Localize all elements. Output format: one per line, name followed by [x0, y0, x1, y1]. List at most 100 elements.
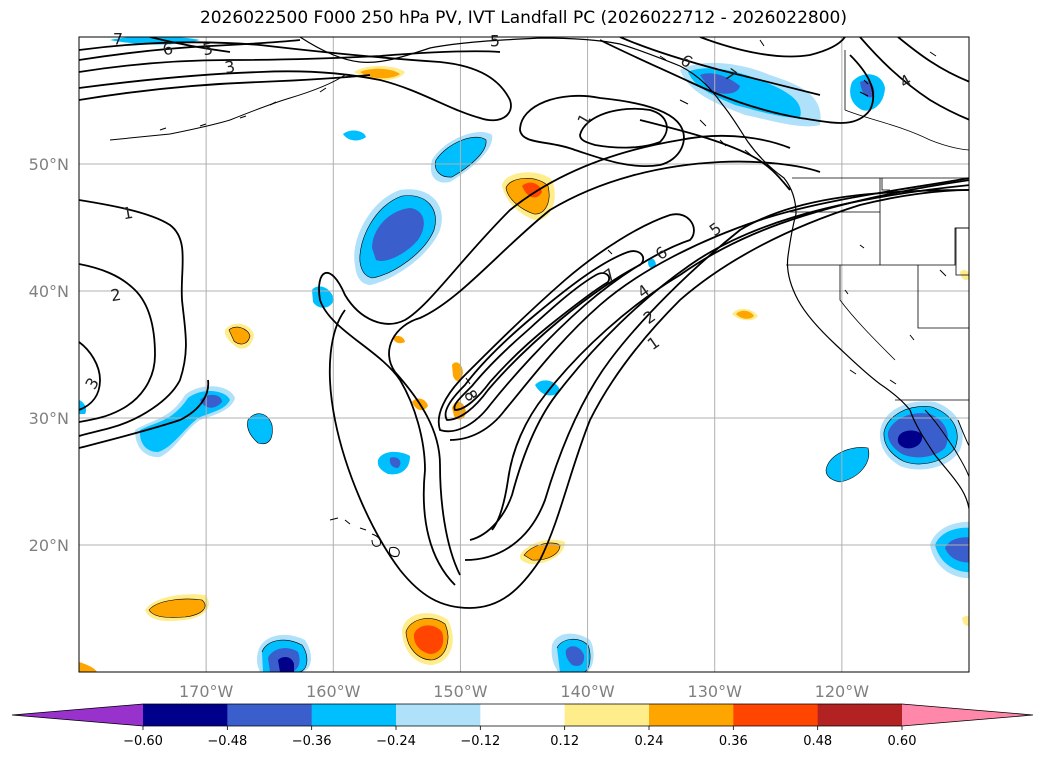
contour-label: 5	[201, 39, 214, 59]
colorbar-label: −0.36	[292, 734, 332, 749]
pv-fill-negative	[897, 430, 923, 449]
colorbar-segment	[480, 704, 566, 726]
lon-tick-label: 120°W	[815, 682, 870, 701]
ivt-contour	[469, 184, 969, 541]
map-gridlines	[79, 37, 969, 672]
ivt-contour	[519, 94, 685, 168]
ivt-contour	[79, 379, 210, 449]
pv-fill-negative	[343, 130, 366, 141]
ivt-contour	[79, 74, 371, 101]
ivt-contour	[79, 39, 301, 61]
pv-fill-negative	[247, 413, 273, 444]
colorbar-label: 0.12	[550, 734, 579, 749]
map-frame	[78, 36, 970, 673]
colorbar-extend-low	[12, 704, 143, 726]
pv-fill-positive	[393, 335, 405, 344]
colorbar-label: −0.60	[123, 734, 163, 749]
pv-fill-positive	[413, 625, 444, 654]
ivt-contour	[859, 37, 969, 121]
pv-fill-positive	[962, 616, 969, 626]
ivt-contour	[79, 41, 512, 122]
lon-tick-label: 170°W	[179, 682, 234, 701]
ivt-contours	[79, 37, 969, 609]
lon-tick-label: 140°W	[560, 682, 615, 701]
ivt-contour	[449, 177, 969, 441]
colorbar-segment	[817, 704, 903, 726]
ivt-contour	[897, 37, 969, 83]
ivt-contour	[79, 341, 101, 411]
pv-fill-negative	[565, 646, 585, 666]
colorbar-segment	[227, 704, 313, 726]
colorbar-label: −0.12	[460, 734, 500, 749]
latitude-labels: 50°N 40°N 30°N 20°N	[29, 155, 69, 555]
ivt-contour	[388, 160, 821, 576]
colorbar-label: 0.24	[635, 734, 664, 749]
longitude-labels: 170°W 160°W 150°W 140°W 130°W 120°W	[179, 682, 869, 701]
contour-label: 2	[109, 285, 122, 305]
ivt-contour	[599, 39, 875, 124]
lon-tick-label: 150°W	[433, 682, 488, 701]
contour-label: 1	[121, 203, 134, 223]
pv-fill-negative	[79, 400, 87, 414]
colorbar-segment	[733, 704, 819, 726]
contour-label: 1	[644, 332, 663, 353]
lat-tick-label: 20°N	[29, 536, 69, 555]
colorbar-segment	[143, 704, 228, 726]
lon-tick-label: 160°W	[306, 682, 361, 701]
pv-fill-negative	[312, 286, 334, 308]
pv-fill-positive	[360, 68, 400, 79]
ivt-contour	[79, 263, 156, 423]
ivt-contour	[464, 189, 969, 561]
colorbar-label: 0.60	[888, 734, 917, 749]
lon-tick-label: 130°W	[688, 682, 743, 701]
ivt-contour	[318, 134, 791, 586]
pv-fill-negative	[278, 656, 294, 672]
pv-fill-negative	[372, 208, 424, 261]
pv-fill-positive	[736, 310, 754, 319]
pv-fill-negative	[945, 537, 969, 563]
colorbar-label: 0.48	[803, 734, 832, 749]
ivt-contour	[491, 179, 969, 531]
ivt-contour	[639, 119, 791, 191]
colorbar-label: −0.48	[207, 734, 247, 749]
pv-fill-positive	[79, 662, 97, 672]
contour-label: 7	[600, 264, 619, 285]
ivt-contour	[328, 189, 969, 609]
lat-tick-label: 30°N	[29, 409, 69, 428]
contour-label: 5	[706, 218, 725, 239]
pv-fill-positive	[229, 327, 250, 344]
coastlines	[109, 37, 969, 557]
pv-fill-negative	[648, 258, 656, 269]
colorbar-segment	[396, 704, 481, 726]
pv-fill-negative	[826, 447, 869, 482]
colorbar-label: −0.24	[376, 734, 416, 749]
lat-tick-label: 40°N	[29, 282, 69, 301]
ivt-contour	[619, 37, 821, 96]
colorbar-label: 0.36	[719, 734, 748, 749]
ivt-contour	[79, 199, 187, 437]
pv-fill-positive	[522, 182, 542, 198]
ivt-contour	[444, 250, 645, 421]
pv-fill-positive	[524, 543, 560, 561]
contour-label: 7	[113, 30, 123, 49]
ivt-contour	[149, 37, 231, 53]
colorbar-segment	[564, 704, 650, 726]
contour-label: 1	[573, 110, 595, 128]
lat-tick-label: 50°N	[29, 155, 69, 174]
pv-fill-positive	[149, 599, 206, 618]
pv-fill-negative	[389, 457, 401, 468]
pv-fill-outlines	[148, 136, 958, 672]
ivt-contour	[437, 213, 695, 433]
contour-label: 4	[896, 70, 914, 92]
colorbar-segment	[311, 704, 397, 726]
contour-label: 5	[490, 32, 500, 51]
colorbar-extend-high	[902, 704, 1033, 726]
ivt-contour	[699, 37, 846, 58]
ivt-contour	[579, 107, 668, 149]
map-title: 2026022500 F000 250 hPa PV, IVT Landfall…	[199, 8, 847, 28]
ivt-contour	[79, 50, 501, 73]
ivt-contour	[453, 272, 610, 411]
colorbar-segment	[649, 704, 734, 726]
contour-label: 3	[223, 57, 236, 77]
